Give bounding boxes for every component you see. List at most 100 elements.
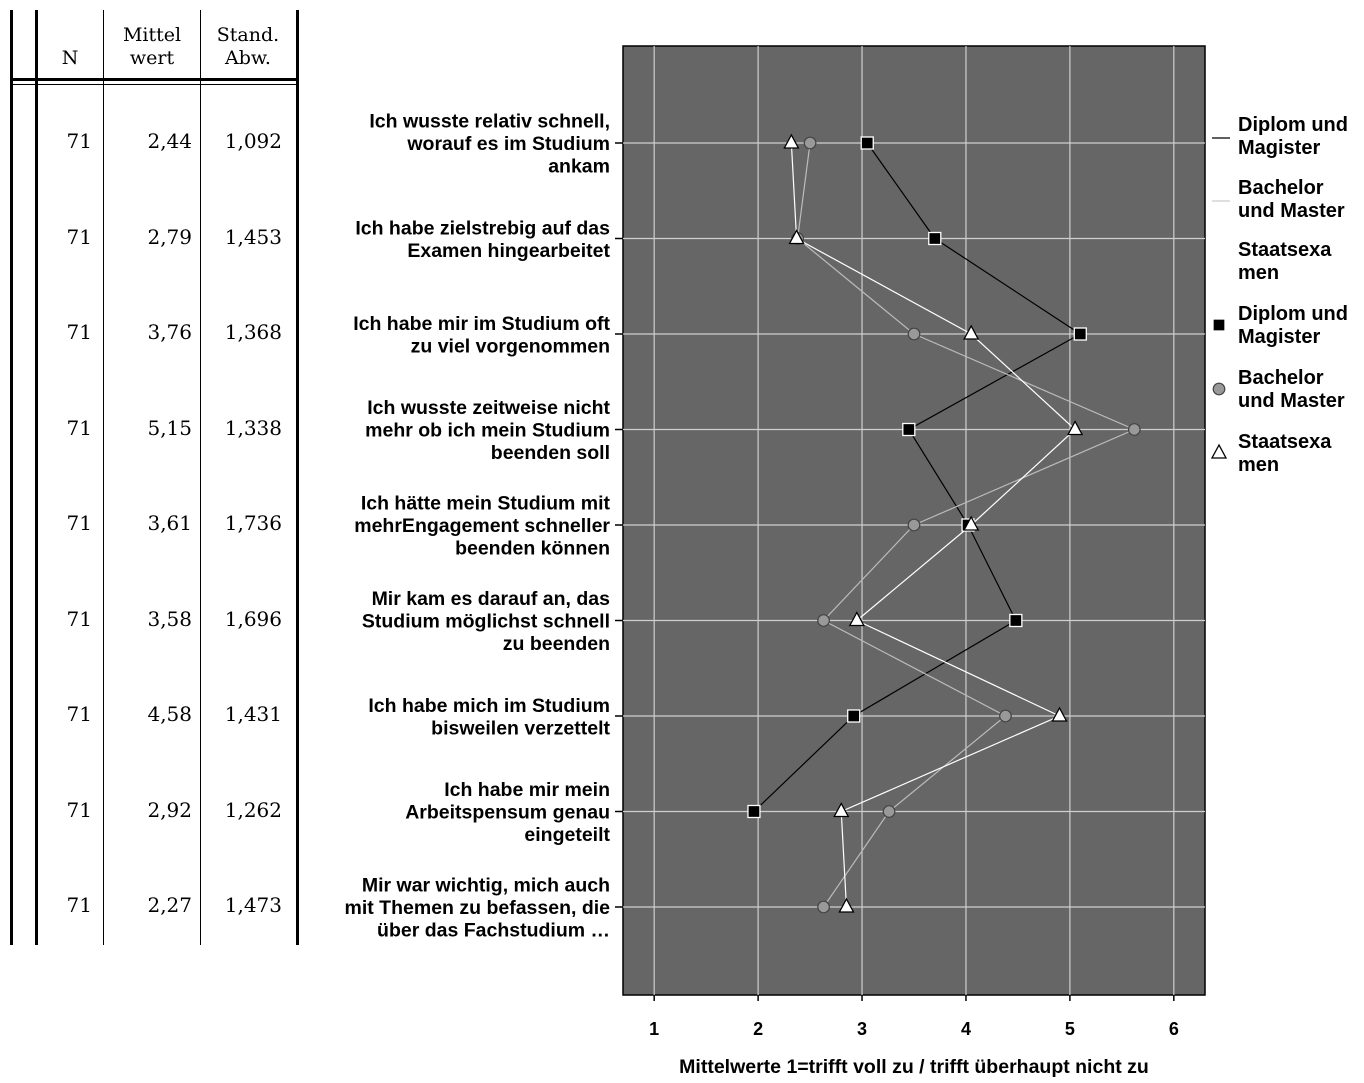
table-cell-sd: 1,453 (224, 224, 282, 249)
table-divider (200, 10, 201, 945)
data-point-triangle (1051, 706, 1068, 722)
data-point-square (747, 804, 761, 819)
category-label: Ich habe mich im Studium (368, 695, 610, 717)
x-tick-label: 1 (649, 1019, 659, 1039)
data-point-square (902, 422, 916, 437)
header-mean: Mittel wert (122, 24, 182, 69)
category-label: Ich hätte mein Studium mit (361, 493, 611, 515)
x-tick-label: 2 (753, 1019, 763, 1039)
category-label: zu beenden (503, 633, 610, 655)
table-cell-n: 71 (66, 129, 92, 153)
table-cell-n: 71 (66, 320, 92, 344)
category-label: Ich wusste zeitweise nicht (367, 397, 610, 419)
legend-label: men (1238, 262, 1279, 284)
table-border-inner (35, 10, 38, 945)
legend-label: Magister (1238, 326, 1320, 348)
legend-label: Staatsexa (1238, 431, 1332, 453)
legend-label: und Master (1238, 390, 1345, 412)
data-point-square (1009, 613, 1023, 628)
legend-label: Bachelor (1238, 367, 1324, 389)
table-cell-mean: 2,79 (147, 224, 192, 249)
category-label: über das Fachstudium … (377, 920, 610, 942)
table-cell-mean: 3,61 (147, 511, 192, 535)
category-label: Examen hingearbeitet (407, 240, 610, 262)
table-cell-sd: 1,338 (224, 415, 282, 440)
legend-label: Diplom und (1238, 303, 1348, 325)
data-point-square (1073, 327, 1087, 341)
legend-label: Staatsexa (1238, 239, 1332, 261)
data-point-circle (817, 614, 830, 627)
category-label: Ich wusste relativ schnell, (369, 111, 610, 133)
x-tick-label: 5 (1065, 1019, 1075, 1039)
table-cell-sd: 1,431 (224, 702, 282, 726)
table-cell-n: 71 (66, 224, 92, 249)
table-cell-sd: 1,473 (224, 893, 282, 917)
data-point-triangle (848, 611, 865, 627)
category-label: Mir kam es darauf an, das (372, 588, 611, 610)
table-cell-n: 71 (66, 415, 92, 440)
table-cell-mean: 2,92 (147, 797, 192, 822)
legend-marker-circle (1212, 382, 1226, 396)
data-point-circle (907, 518, 921, 532)
data-point-triangle (1067, 420, 1084, 436)
table-cell-sd: 1,696 (224, 606, 282, 631)
table-cell-mean: 2,27 (147, 893, 192, 917)
table-cell-mean: 5,15 (147, 415, 192, 440)
legend-label: men (1238, 454, 1279, 476)
category-label: bisweilen verzettelt (431, 717, 610, 739)
header-sd: Stand. Abw. (216, 24, 280, 69)
table-border-right (296, 10, 299, 945)
x-axis-title: Mittelwerte 1=trifft voll zu / trifft üb… (679, 1056, 1149, 1078)
legend-label: und Master (1238, 200, 1345, 222)
legend-marker-triangle (1210, 443, 1228, 459)
table-cell-mean: 3,58 (147, 606, 192, 631)
data-point-triangle (788, 229, 805, 245)
table-cell-mean: 4,58 (147, 702, 192, 726)
table-cell-sd: 1,092 (224, 129, 282, 153)
category-label: worauf es im Studium (406, 133, 610, 155)
table-divider (103, 10, 104, 945)
data-point-triangle (963, 515, 980, 531)
table-cell-sd: 1,736 (224, 511, 282, 535)
header-n: N (61, 47, 79, 69)
header-rule (10, 84, 299, 85)
legend-label: Bachelor (1238, 177, 1324, 199)
category-label: Ich habe mir mein (444, 779, 610, 801)
data-point-triangle (783, 133, 800, 149)
data-point-square (928, 231, 942, 246)
category-label: zu viel vorgenommen (411, 335, 610, 357)
data-point-circle (817, 900, 830, 914)
legend-marker-square (1212, 318, 1226, 332)
table-cell-mean: 3,76 (147, 320, 192, 344)
header-rule (10, 78, 299, 81)
data-point-triangle (833, 802, 850, 818)
category-label: mehrEngagement schneller (354, 515, 610, 537)
data-point-circle (907, 327, 921, 341)
data-point-triangle (838, 897, 855, 913)
table-cell-n: 71 (66, 893, 92, 917)
table-cell-n: 71 (66, 797, 92, 822)
series-line (753, 142, 1082, 812)
legend-label: Magister (1238, 137, 1320, 159)
table-cell-n: 71 (66, 702, 92, 726)
data-point-square (860, 136, 874, 150)
category-label: beenden soll (491, 442, 610, 464)
data-point-circle (882, 805, 896, 818)
table-cell-mean: 2,44 (147, 129, 192, 153)
category-label: mit Themen zu befassen, die (345, 897, 611, 919)
category-label: Studium möglichst schnell (362, 611, 610, 633)
category-label: Ich habe mir im Studium oft (353, 313, 610, 335)
data-point-circle (999, 709, 1012, 723)
table-cell-n: 71 (66, 606, 92, 631)
table-cell-n: 71 (66, 511, 92, 535)
data-point-triangle (963, 324, 980, 340)
data-point-circle (803, 136, 817, 150)
category-label: beenden können (455, 538, 610, 560)
data-point-circle (1127, 423, 1141, 436)
table-cell-sd: 1,368 (224, 320, 282, 344)
x-tick-label: 4 (961, 1019, 971, 1039)
legend-label: Diplom und (1238, 114, 1348, 136)
category-label: Mir war wichtig, mich auch (362, 875, 610, 897)
category-label: Ich habe zielstrebig auf das (355, 217, 610, 239)
